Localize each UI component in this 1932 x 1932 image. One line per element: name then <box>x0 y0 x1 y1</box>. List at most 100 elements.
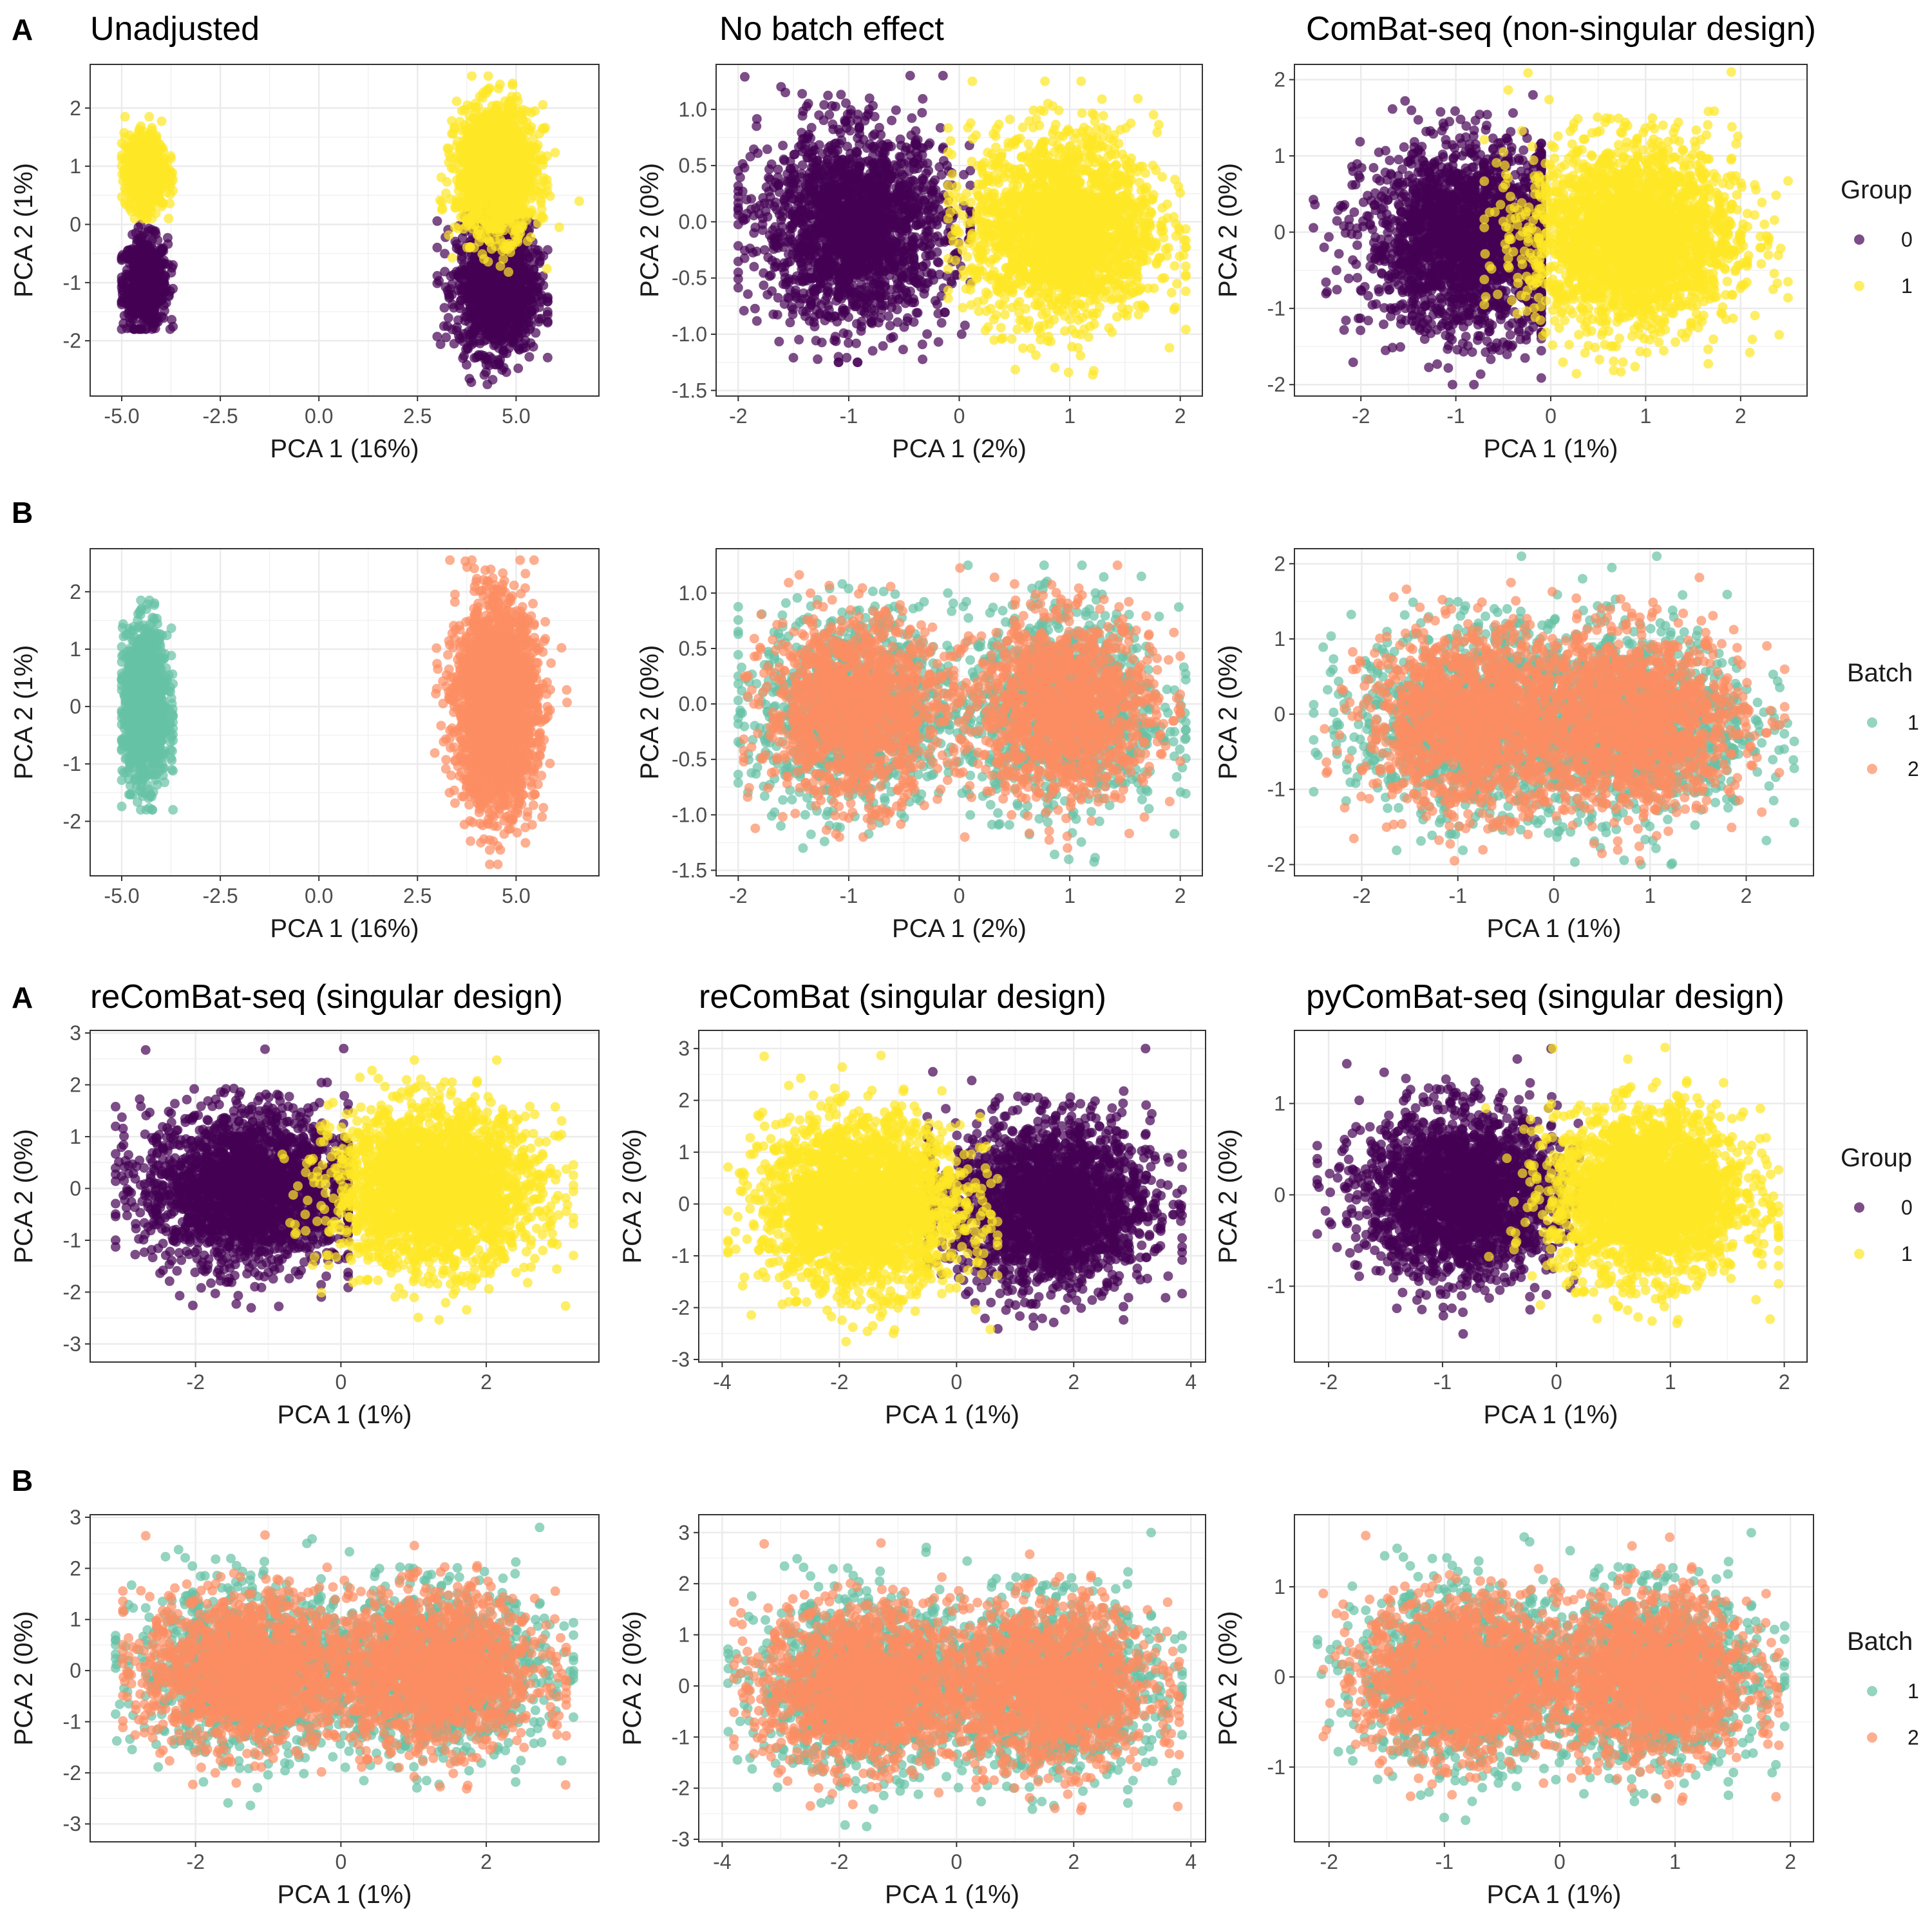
data-point <box>156 116 167 126</box>
data-point <box>146 271 156 281</box>
data-point <box>444 289 454 299</box>
data-point <box>733 186 743 196</box>
y-tick-label: 2 <box>70 97 81 120</box>
legend-key-0 <box>1854 234 1864 245</box>
data-point <box>469 210 480 220</box>
data-point <box>488 121 498 131</box>
y-tick-label: -2 <box>63 329 81 352</box>
data-point <box>554 222 564 232</box>
data-point <box>461 214 471 225</box>
data-point <box>516 220 527 230</box>
legend-title: Batch <box>1847 659 1913 687</box>
data-point <box>527 164 537 174</box>
data-point <box>126 143 136 153</box>
y-axis-label: PCA 2 (1%) <box>10 163 38 298</box>
data-point <box>432 216 442 226</box>
panel-title-no-batch-effect: No batch effect <box>719 10 944 48</box>
x-tick-label: 5.0 <box>502 404 530 428</box>
legend-label-2: 2 <box>1908 757 1919 781</box>
data-point <box>510 294 520 305</box>
data-point <box>151 175 161 185</box>
section-letter-a-top: A <box>12 13 33 46</box>
data-point <box>151 156 162 166</box>
data-point <box>538 176 548 186</box>
data-point <box>468 189 478 199</box>
data-point <box>542 263 552 274</box>
data-point <box>151 195 161 205</box>
data-point <box>542 352 553 363</box>
data-point <box>467 71 477 81</box>
data-point <box>506 98 516 108</box>
data-point <box>134 260 144 270</box>
data-point <box>531 143 542 153</box>
data-point <box>164 291 174 301</box>
panel-title-recombat-seq: reComBat-seq (singular design) <box>90 978 563 1016</box>
data-point <box>437 205 447 215</box>
data-point <box>574 196 584 206</box>
legend-key-1 <box>1854 1249 1864 1259</box>
data-point <box>813 354 823 365</box>
data-point <box>448 128 459 138</box>
data-point <box>497 118 507 129</box>
legend-label-1: 1 <box>1908 1680 1919 1703</box>
data-point <box>491 129 502 140</box>
data-point <box>500 175 509 185</box>
data-point <box>530 245 540 255</box>
data-point <box>749 261 759 272</box>
x-tick-label: 2.5 <box>403 404 431 428</box>
legend-label-0: 0 <box>1901 228 1913 251</box>
legend-label-0: 0 <box>1901 1196 1913 1219</box>
x-tick-label: -2.5 <box>203 404 238 428</box>
data-point <box>515 267 525 277</box>
data-point <box>134 324 144 334</box>
panel-title-combat-seq: ComBat-seq (non-singular design) <box>1306 10 1816 48</box>
section-letter-a-bottom: A <box>12 981 33 1014</box>
data-point <box>539 124 549 135</box>
data-point <box>440 249 450 259</box>
data-point <box>168 283 178 294</box>
data-point <box>432 332 442 342</box>
legend-label-1: 1 <box>1908 711 1919 734</box>
data-point <box>542 310 553 320</box>
y-tick-label: 1 <box>70 155 81 178</box>
data-point <box>836 90 846 100</box>
data-point <box>476 350 486 360</box>
data-point <box>131 228 141 238</box>
data-point <box>497 204 506 213</box>
data-point <box>482 224 493 234</box>
data-point <box>432 270 442 281</box>
data-point <box>137 193 147 203</box>
data-point <box>475 201 485 211</box>
legend-batch-bottom: Batch 1 2 <box>1847 1627 1919 1749</box>
data-point <box>167 315 177 325</box>
x-axis-label: PCA 1 (16%) <box>270 435 419 463</box>
data-point <box>493 158 504 168</box>
data-point <box>524 352 535 362</box>
data-point <box>456 296 466 306</box>
x-tick-label: -5.0 <box>104 404 139 428</box>
data-point <box>504 267 514 277</box>
data-point <box>166 267 176 278</box>
data-point <box>538 251 549 261</box>
data-point <box>507 79 518 88</box>
legend-group-top: Group 0 1 <box>1841 176 1913 298</box>
data-point <box>165 324 175 334</box>
data-point <box>936 317 947 328</box>
legend-title: Batch <box>1847 1627 1913 1656</box>
data-point <box>898 345 908 355</box>
data-point <box>482 379 493 390</box>
data-point <box>148 317 158 328</box>
data-point <box>138 272 149 282</box>
data-point <box>485 308 495 318</box>
data-point <box>522 117 532 128</box>
data-point <box>130 169 140 179</box>
data-point <box>481 138 491 149</box>
data-point <box>469 114 479 124</box>
data-point <box>147 213 157 223</box>
data-point <box>506 308 516 319</box>
data-point <box>485 282 495 292</box>
data-point <box>905 71 915 80</box>
data-point <box>531 328 541 338</box>
data-point <box>126 323 136 333</box>
data-point <box>495 261 506 271</box>
